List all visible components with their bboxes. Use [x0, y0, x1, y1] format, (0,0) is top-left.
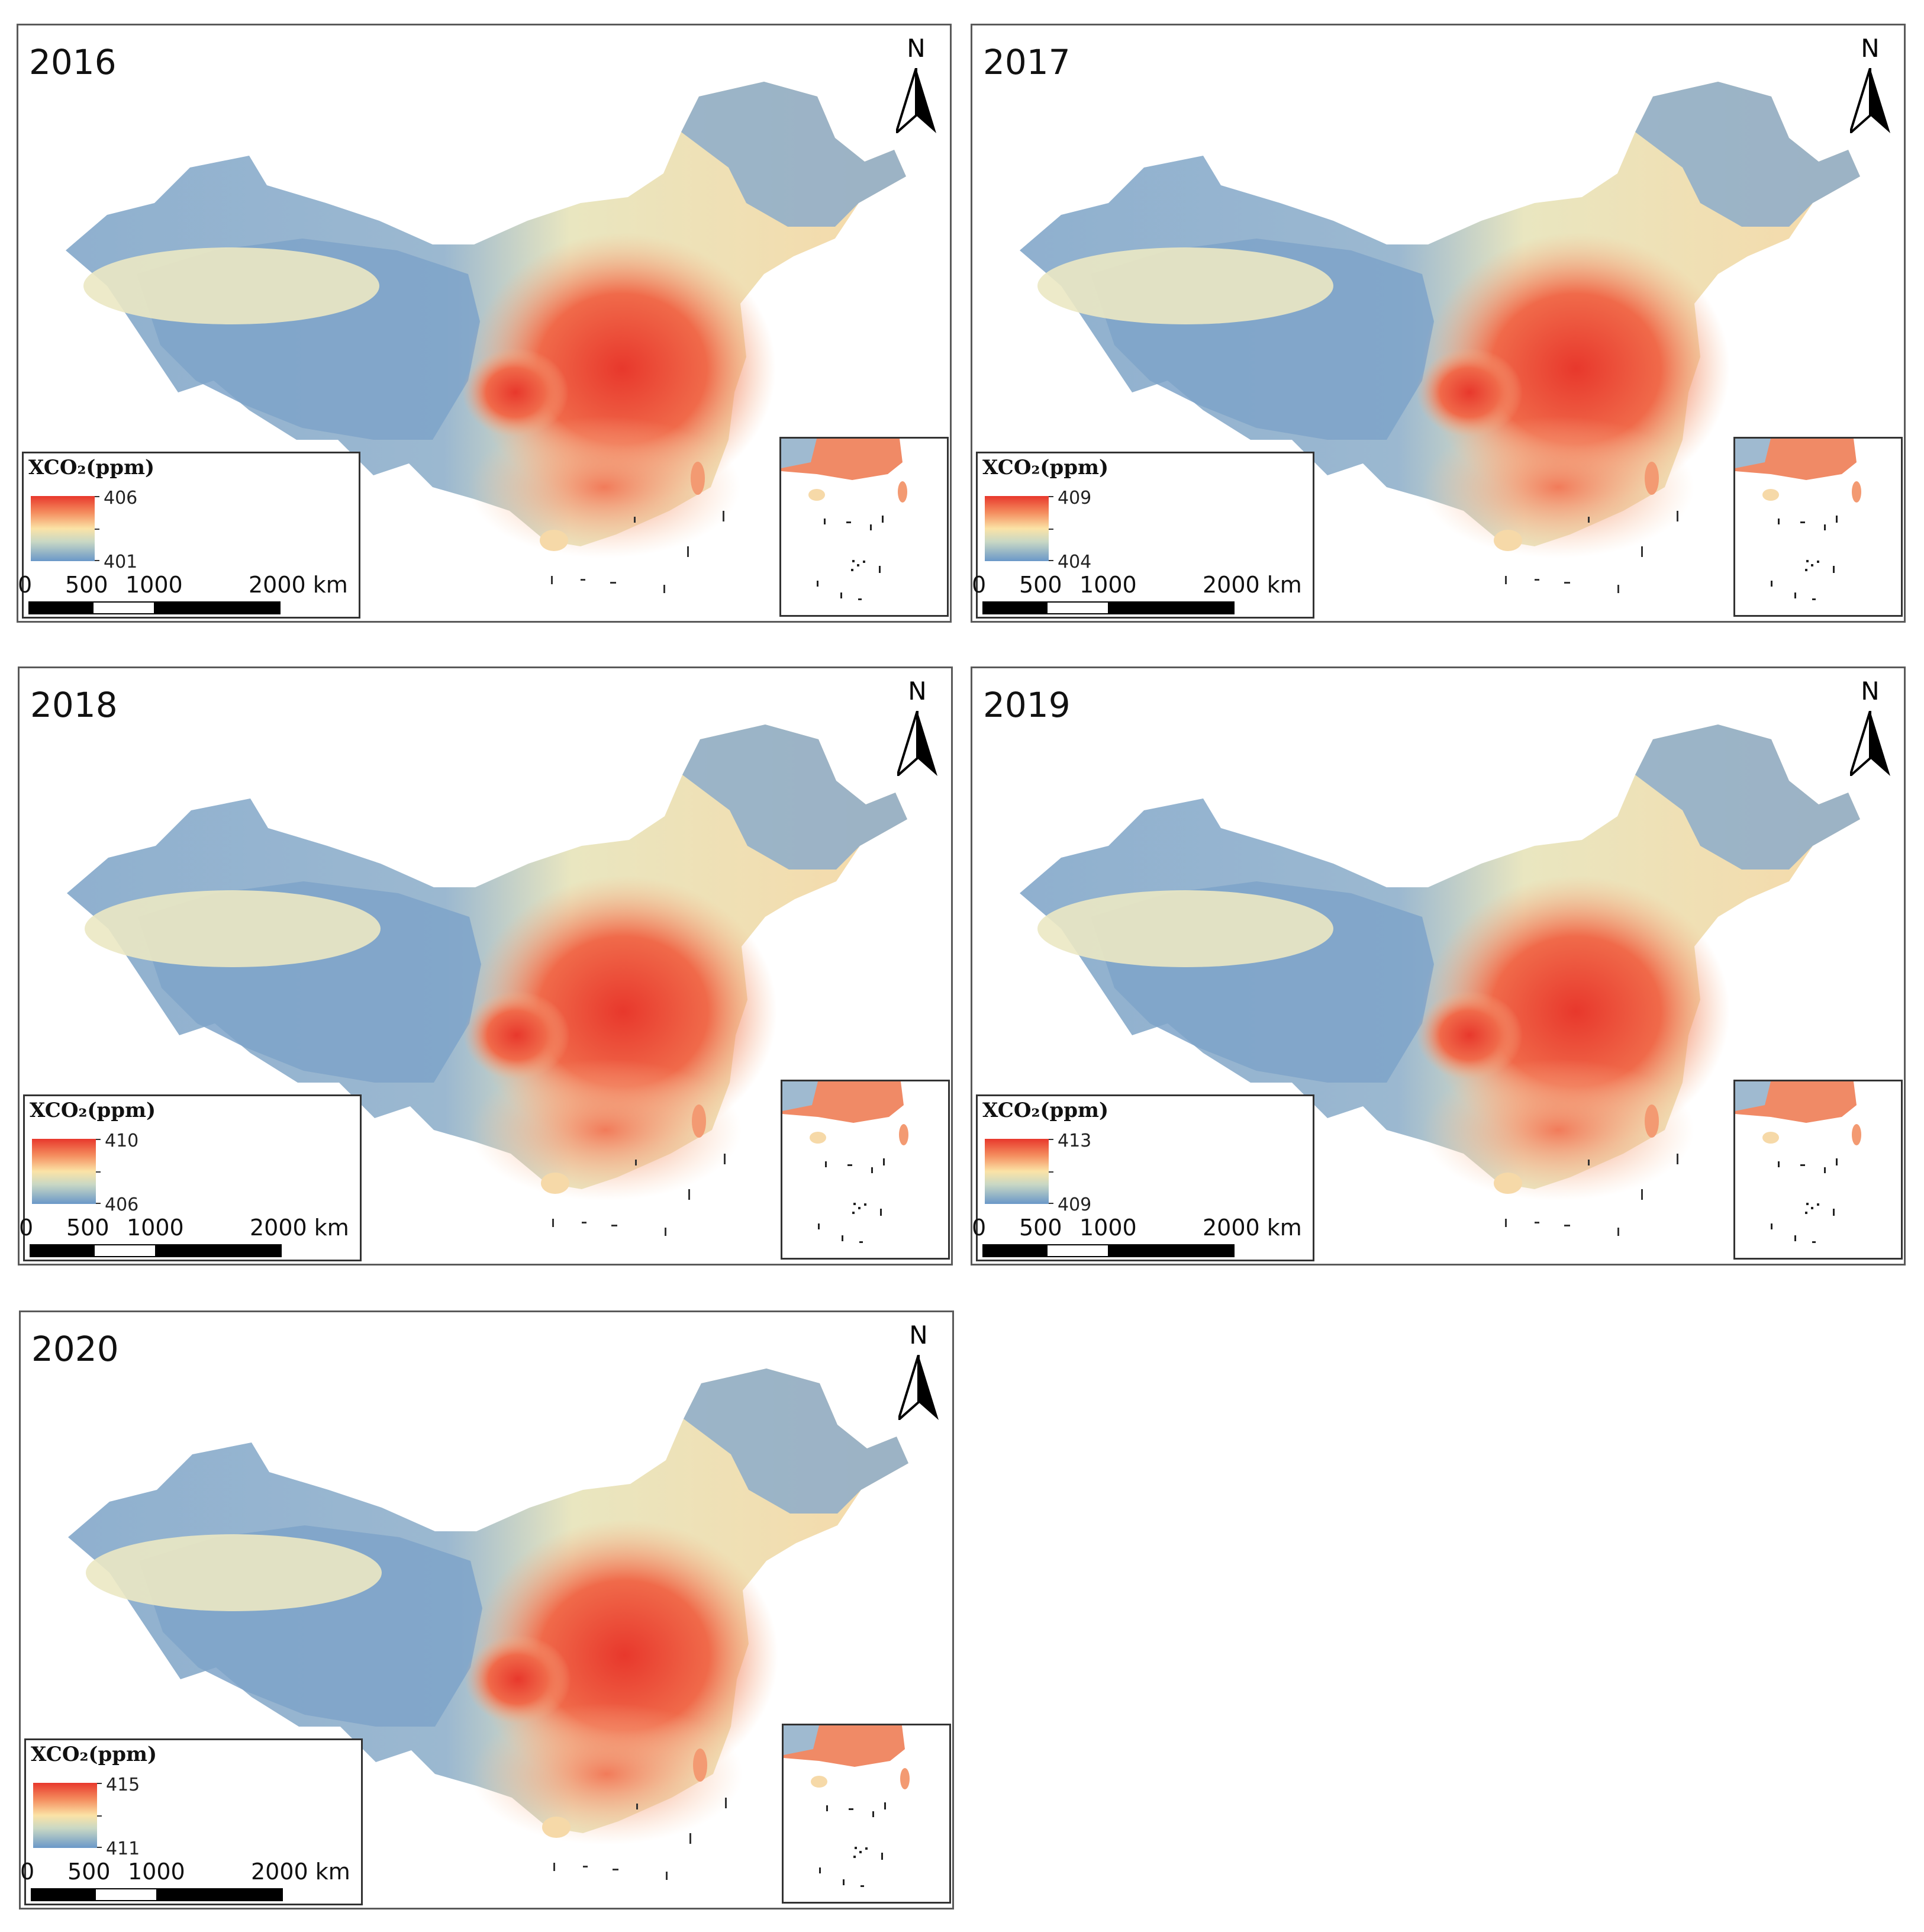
legend-min: 404	[1058, 552, 1092, 572]
map-panel-2018: 2018 N XCO₂(ppm) 410 406 0 500 1000 2000…	[18, 666, 953, 1266]
south-china-sea-inset	[782, 1724, 951, 1904]
north-arrow-icon	[898, 1355, 939, 1420]
north-label: N	[909, 1321, 928, 1350]
legend-min: 409	[1058, 1194, 1092, 1215]
scale-bar: 0 500 1000 2000 km	[18, 572, 355, 614]
scale-label-2000: 2000 km	[251, 1859, 350, 1885]
north-label: N	[908, 677, 927, 706]
north-arrow-icon	[897, 711, 937, 776]
legend: XCO₂(ppm) 415 411 0 500 1000 2000 km	[21, 1738, 363, 1905]
north-label: N	[1861, 34, 1880, 63]
north-arrow: N	[1845, 677, 1895, 776]
scale-label-2000: 2000 km	[1203, 1215, 1302, 1241]
legend-title: XCO₂(ppm)	[30, 1099, 156, 1122]
scale-label-0: 0	[20, 1859, 35, 1885]
scale-label-500: 500	[65, 572, 108, 598]
north-arrow-icon	[1850, 711, 1890, 776]
panel-year: 2019	[983, 685, 1071, 725]
legend-title: XCO₂(ppm)	[28, 456, 155, 479]
scale-label-1000: 1000	[128, 1859, 185, 1885]
north-arrow: N	[891, 34, 941, 133]
legend: XCO₂(ppm) 409 404 0 500 1000 2000 km	[972, 452, 1314, 619]
legend-max: 409	[1058, 488, 1092, 508]
scale-label-2000: 2000 km	[250, 1215, 349, 1241]
north-arrow: N	[894, 1321, 943, 1420]
scale-bar: 0 500 1000 2000 km	[21, 1859, 357, 1901]
scale-label-2000: 2000 km	[1203, 572, 1302, 598]
legend-color-ramp	[985, 496, 1049, 561]
scale-label-1000: 1000	[125, 572, 183, 598]
scale-label-0: 0	[972, 572, 987, 598]
scale-label-1000: 1000	[1079, 1215, 1137, 1241]
panel-year: 2018	[30, 685, 118, 725]
legend-color-ramp	[985, 1139, 1049, 1204]
map-panel-2016: 2016 N XCO₂(ppm) 406 401 0 500 1000 2000…	[17, 24, 952, 623]
scale-label-1000: 1000	[1079, 572, 1137, 598]
scale-bar: 0 500 1000 2000 km	[20, 1215, 356, 1257]
south-china-sea-inset	[779, 437, 949, 617]
legend-max: 413	[1058, 1131, 1092, 1151]
south-china-sea-inset	[781, 1080, 950, 1260]
legend-title: XCO₂(ppm)	[982, 456, 1109, 479]
legend: XCO₂(ppm) 406 401 0 500 1000 2000 km	[18, 452, 360, 619]
south-china-sea-inset	[1733, 437, 1903, 617]
legend-color-ramp	[33, 1783, 97, 1848]
north-label: N	[1861, 677, 1880, 706]
north-arrow: N	[1845, 34, 1895, 133]
scale-label-500: 500	[1019, 572, 1062, 598]
north-arrow-icon	[896, 68, 936, 133]
scale-bar: 0 500 1000 2000 km	[972, 1215, 1309, 1257]
legend-title: XCO₂(ppm)	[982, 1099, 1109, 1122]
legend-max: 406	[104, 488, 138, 508]
scale-label-500: 500	[66, 1215, 109, 1241]
legend: XCO₂(ppm) 413 409 0 500 1000 2000 km	[972, 1094, 1314, 1261]
scale-label-0: 0	[19, 1215, 34, 1241]
legend-max: 410	[105, 1131, 139, 1151]
legend-max: 415	[106, 1775, 140, 1795]
map-panel-2020: 2020 N XCO₂(ppm) 415 411 0 500 1000 2000…	[19, 1310, 954, 1910]
scale-label-500: 500	[1019, 1215, 1062, 1241]
scale-label-1000: 1000	[127, 1215, 184, 1241]
legend-title: XCO₂(ppm)	[31, 1743, 157, 1766]
north-arrow: N	[892, 677, 942, 776]
legend-color-ramp	[32, 1139, 96, 1204]
scale-label-500: 500	[67, 1859, 111, 1885]
legend-min: 411	[106, 1838, 140, 1859]
scale-label-2000: 2000 km	[249, 572, 348, 598]
north-arrow-icon	[1850, 68, 1890, 133]
south-china-sea-inset	[1733, 1080, 1903, 1260]
panel-year: 2016	[29, 42, 117, 82]
map-panel-2017: 2017 N XCO₂(ppm) 409 404 0 500 1000 2000…	[971, 24, 1906, 623]
panel-year: 2020	[31, 1329, 119, 1369]
scale-label-0: 0	[18, 572, 33, 598]
legend-color-ramp	[31, 496, 95, 561]
legend-min: 406	[105, 1194, 139, 1215]
legend-min: 401	[104, 552, 138, 572]
panel-year: 2017	[983, 42, 1071, 82]
legend: XCO₂(ppm) 410 406 0 500 1000 2000 km	[20, 1094, 362, 1261]
scale-bar: 0 500 1000 2000 km	[972, 572, 1309, 614]
north-label: N	[907, 34, 926, 63]
scale-label-0: 0	[972, 1215, 987, 1241]
map-panel-2019: 2019 N XCO₂(ppm) 413 409 0 500 1000 2000…	[971, 666, 1906, 1266]
